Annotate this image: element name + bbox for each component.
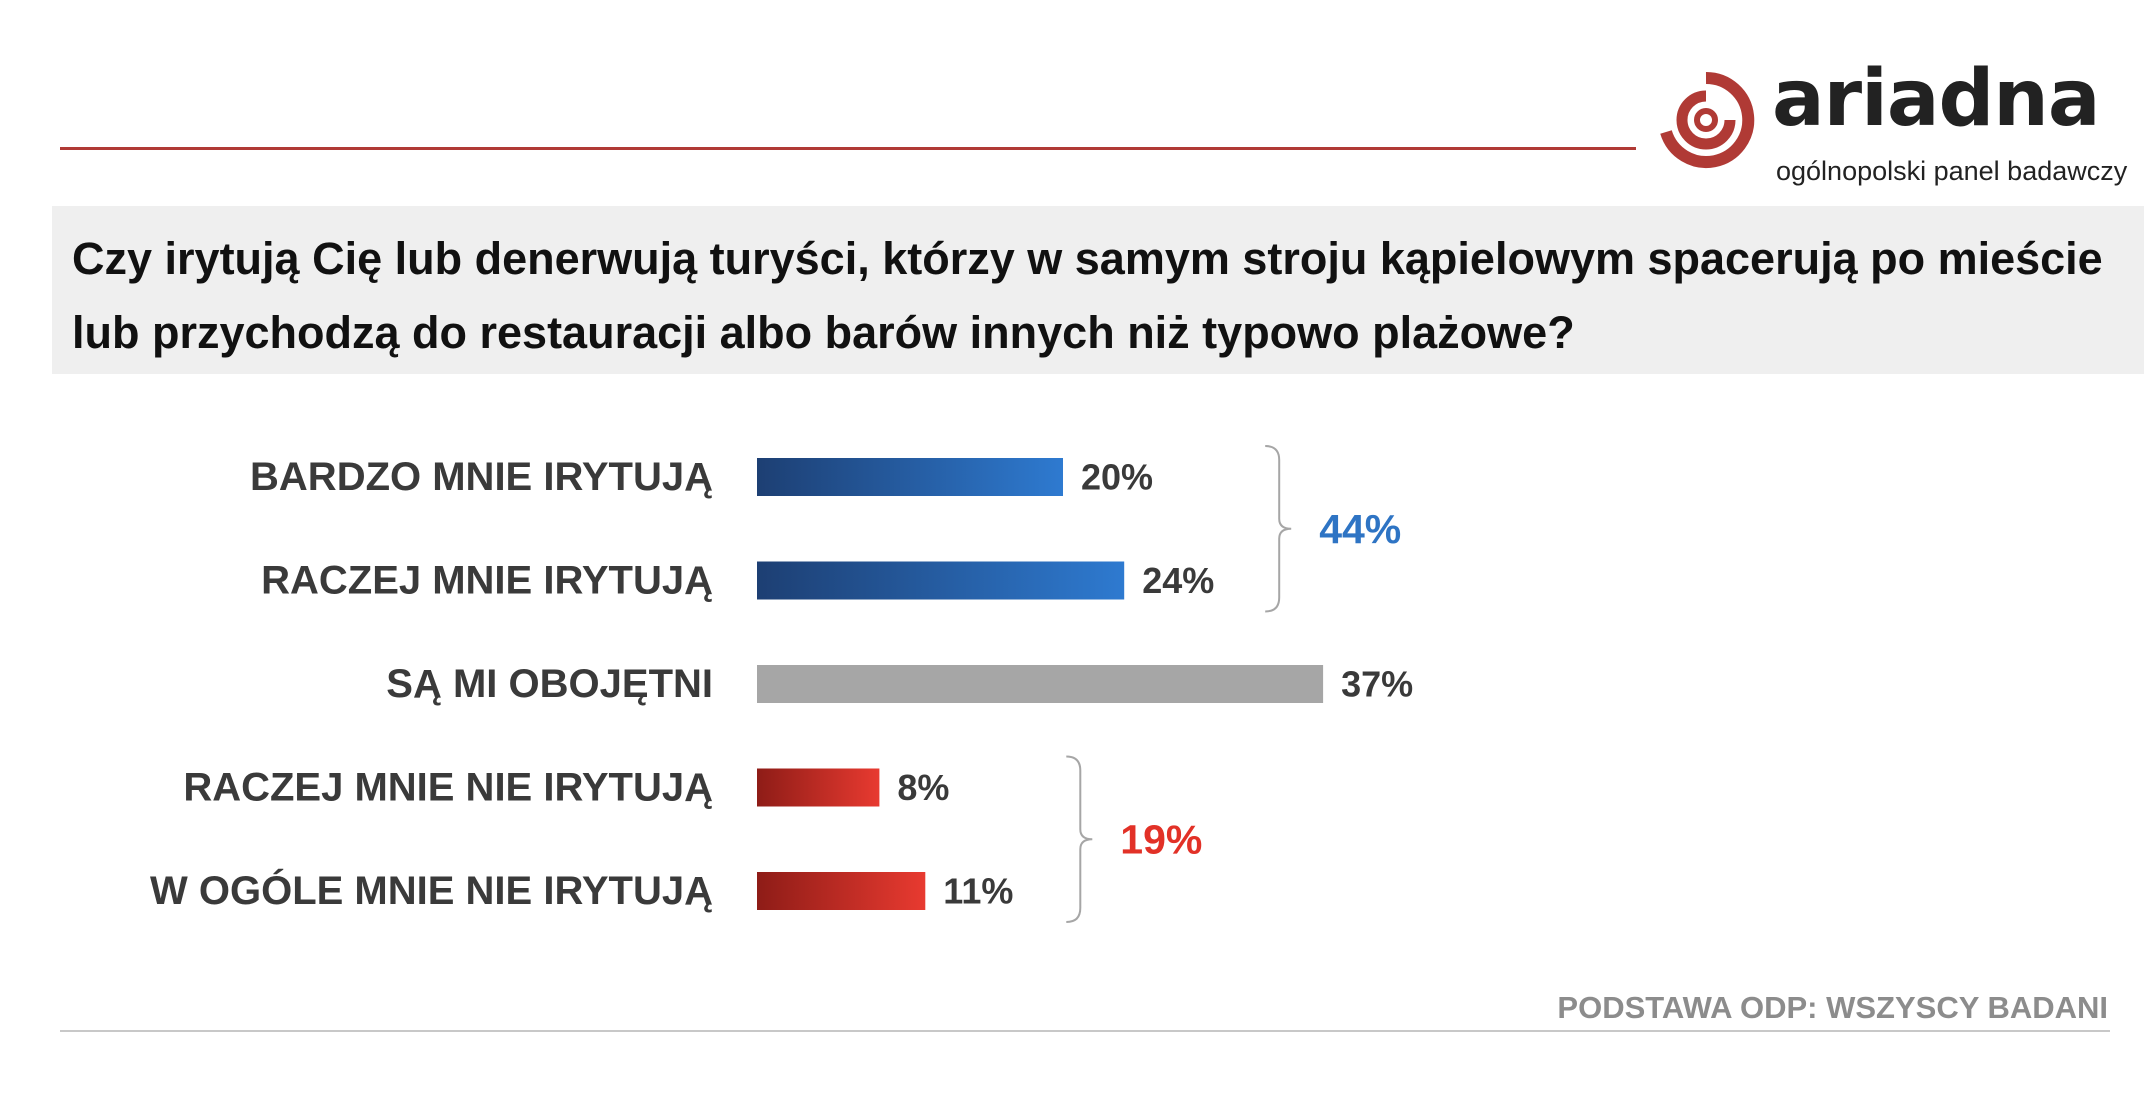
ariadna-logo: ariadna ogólnopolski panel badawczy xyxy=(1654,60,2134,188)
value-label: 20% xyxy=(1081,457,1153,498)
bar xyxy=(757,458,1063,496)
brand-wordmark: ariadna xyxy=(1772,54,2100,144)
value-label: 11% xyxy=(943,871,1013,912)
survey-question: Czy irytują Cię lub denerwują turyści, k… xyxy=(72,233,2103,358)
group-total-label: 44% xyxy=(1319,506,1401,552)
respondent-base-note: PODSTAWA ODP: WSZYSCY BADANI xyxy=(1557,990,2108,1025)
group-bracket xyxy=(1265,445,1292,613)
spiral-logo-icon xyxy=(1660,71,1755,168)
value-label: 8% xyxy=(897,767,949,808)
value-label: 24% xyxy=(1142,560,1214,601)
question-panel xyxy=(52,206,2144,374)
category-label: W OGÓLE MNIE NIE IRYTUJĄ xyxy=(150,867,713,913)
bar xyxy=(757,665,1324,703)
category-label: SĄ MI OBOJĘTNI xyxy=(386,662,713,706)
bar xyxy=(757,768,880,807)
bar xyxy=(757,872,926,910)
category-label: RACZEJ MNIE NIE IRYTUJĄ xyxy=(183,766,713,810)
category-label: BARDZO MNIE IRYTUJĄ xyxy=(250,455,713,499)
brand-tagline: ogólnopolski panel badawczy xyxy=(1776,156,2128,186)
bar xyxy=(757,561,1125,600)
group-bracket xyxy=(1066,755,1093,923)
footer-rule xyxy=(60,1030,2110,1032)
group-total-label: 19% xyxy=(1120,816,1202,862)
value-label: 37% xyxy=(1341,664,1413,705)
category-label: RACZEJ MNIE IRYTUJĄ xyxy=(261,559,713,603)
header-rule xyxy=(60,147,1636,150)
